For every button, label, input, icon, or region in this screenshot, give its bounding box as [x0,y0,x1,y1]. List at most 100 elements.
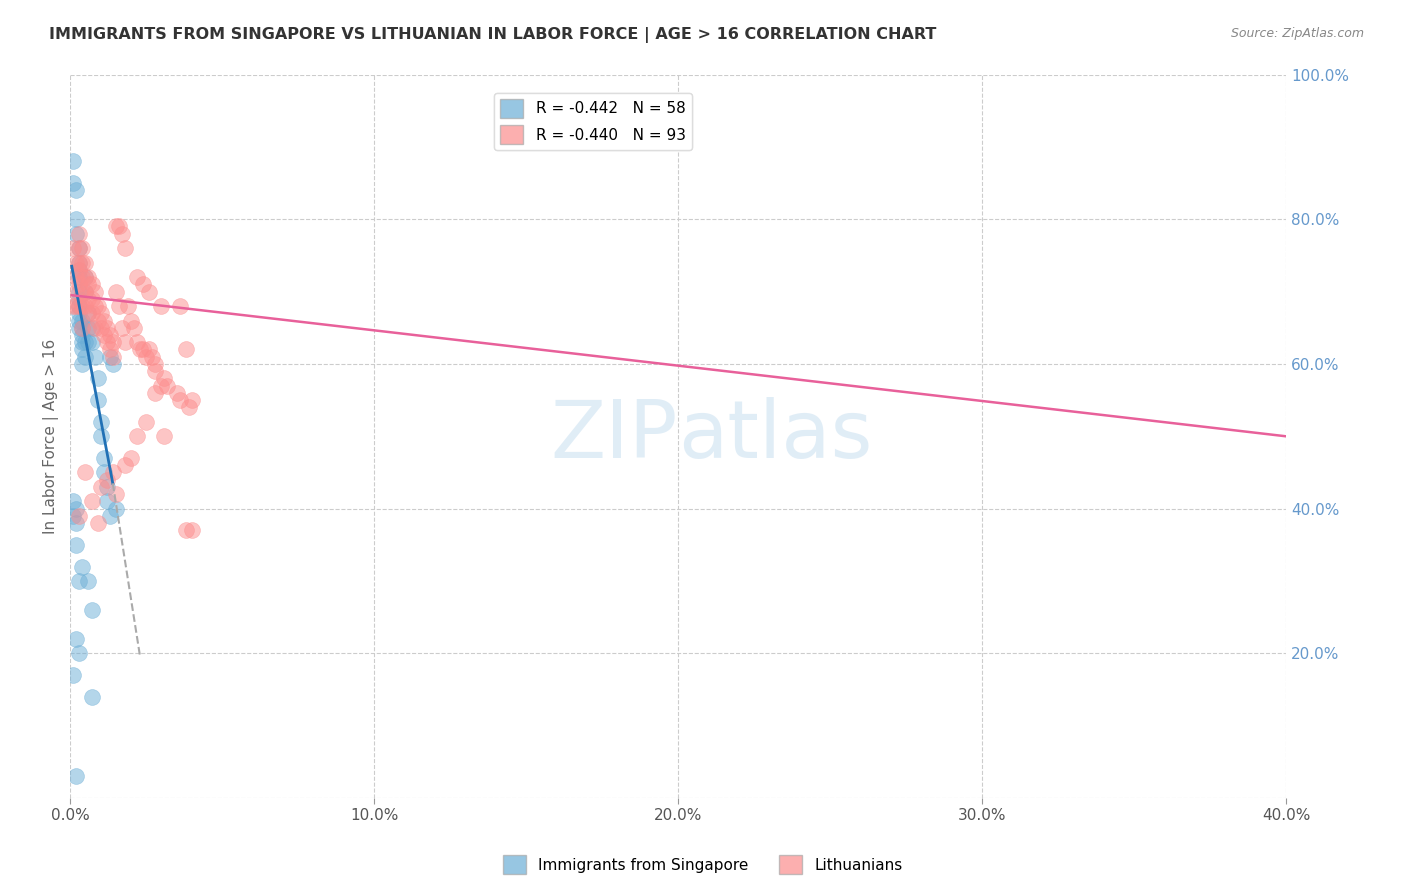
Point [101,357,124,371]
Point [65,183,87,197]
Point [111,320,134,334]
Point [132,343,155,357]
Point [143,357,166,371]
Point [101,466,124,480]
Point [96,320,118,334]
Point [65,632,87,646]
Point [143,385,166,400]
Point [67,299,90,313]
Point [86,371,108,385]
Point [67,263,90,277]
Point [180,524,202,538]
Point [156,378,179,392]
Point [90,480,112,494]
Point [143,364,166,378]
Point [72,299,94,313]
Point [80,690,103,704]
Point [108,299,131,313]
Point [122,320,145,334]
Point [77,270,100,285]
Point [98,350,121,364]
Point [72,320,94,334]
Point [67,263,90,277]
Point [65,285,87,299]
Point [98,343,121,357]
Point [127,429,149,443]
Point [72,559,94,574]
Point [153,429,176,443]
Point [65,516,87,530]
Legend: R = -0.442   N = 58, R = -0.440   N = 93: R = -0.442 N = 58, R = -0.440 N = 93 [495,93,692,150]
Point [72,241,94,255]
Point [67,227,90,241]
Point [127,335,149,350]
Point [77,306,100,320]
Point [138,285,160,299]
Point [174,343,197,357]
Point [72,285,94,299]
Point [67,646,90,660]
Point [96,335,118,350]
Point [62,494,84,508]
Point [93,313,115,327]
Text: IMMIGRANTS FROM SINGAPORE VS LITHUANIAN IN LABOR FORCE | AGE > 16 CORRELATION CH: IMMIGRANTS FROM SINGAPORE VS LITHUANIAN … [49,27,936,43]
Point [67,306,90,320]
Point [114,458,136,473]
Point [86,299,108,313]
Point [67,292,90,306]
Point [77,277,100,292]
Point [67,241,90,255]
Point [132,277,155,292]
Text: ZIP: ZIP [551,397,678,475]
Point [72,313,94,327]
Point [67,285,90,299]
Point [117,299,139,313]
Point [72,328,94,343]
Point [72,320,94,334]
Point [67,277,90,292]
Text: atlas: atlas [678,397,873,475]
Legend: Immigrants from Singapore, Lithuanians: Immigrants from Singapore, Lithuanians [498,849,908,880]
Point [80,306,103,320]
Point [77,335,100,350]
Point [93,328,115,343]
Point [75,270,97,285]
Point [75,285,97,299]
Point [114,335,136,350]
Point [101,350,124,364]
Point [75,466,97,480]
Point [72,357,94,371]
Point [75,255,97,269]
Point [135,415,157,429]
Point [104,501,127,516]
Point [174,524,197,538]
Point [169,299,191,313]
Point [111,227,134,241]
Point [65,255,87,269]
Point [98,508,121,523]
Point [166,385,188,400]
Point [62,668,84,682]
Point [62,176,84,190]
Point [138,343,160,357]
Point [72,270,94,285]
Point [114,241,136,255]
Point [127,270,149,285]
Point [83,299,105,313]
Point [104,285,127,299]
Point [96,480,118,494]
Point [67,574,90,588]
Point [96,473,118,487]
Point [65,212,87,227]
Point [75,350,97,364]
Point [62,299,84,313]
Point [180,393,202,408]
Point [77,320,100,334]
Point [150,378,173,392]
Point [75,270,97,285]
Point [65,769,87,783]
Point [80,335,103,350]
Point [67,255,90,269]
Point [67,508,90,523]
Point [90,306,112,320]
